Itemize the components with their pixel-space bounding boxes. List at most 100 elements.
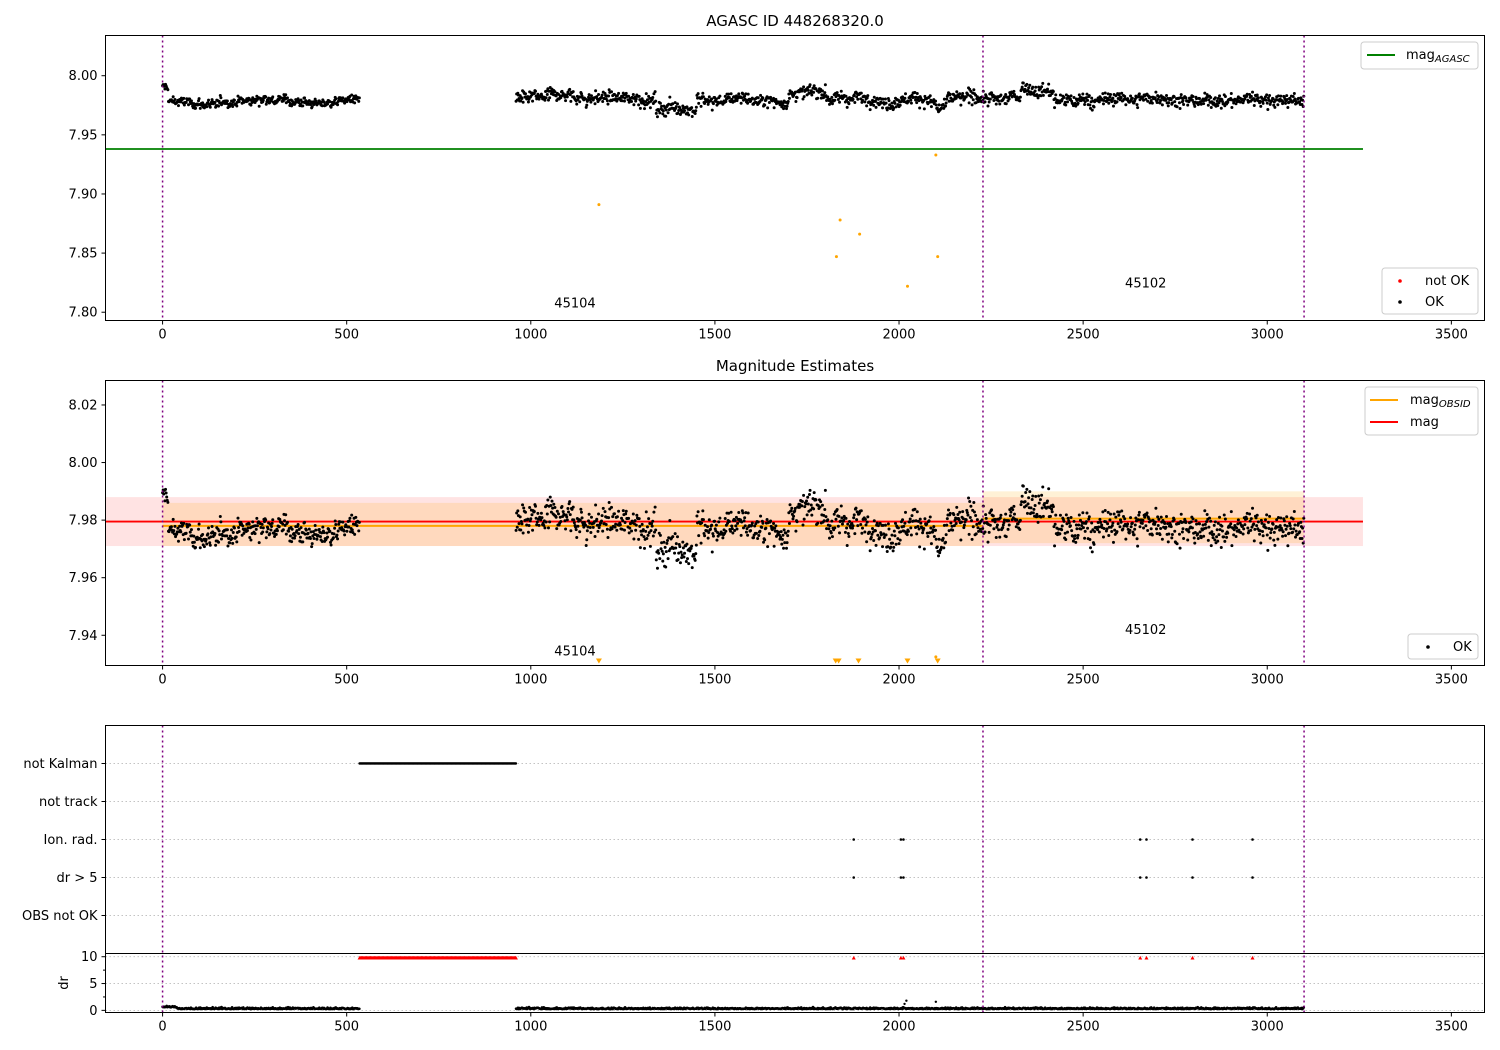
ok-point (1276, 103, 1280, 107)
ok-point (1252, 539, 1256, 543)
ok-point (832, 512, 836, 516)
magnitude-legend-bottom: OK (1407, 633, 1479, 660)
ok-point (914, 519, 918, 523)
ok-point (1058, 532, 1062, 536)
ok-point (793, 509, 797, 513)
ok-point (579, 92, 583, 96)
ok-point (735, 527, 739, 531)
ok-point (959, 538, 963, 542)
ok-point (1035, 94, 1039, 98)
ok-point (787, 96, 791, 100)
ok-point (189, 528, 193, 532)
ok-point (293, 534, 297, 538)
ok-point (750, 521, 754, 525)
ok-point (844, 516, 848, 520)
ok-point (761, 521, 765, 525)
ok-point (634, 97, 638, 101)
ok-point (868, 530, 872, 534)
ok-point (1073, 534, 1077, 538)
ok-point (1012, 512, 1016, 516)
ok-point (904, 92, 908, 96)
ok-point (711, 532, 715, 536)
ok-point (668, 518, 672, 522)
ok-point (1004, 93, 1008, 97)
ok-point (1254, 516, 1258, 520)
ok-point (696, 92, 700, 96)
ok-point (802, 85, 806, 89)
ok-point (1088, 103, 1092, 107)
ok-point (1090, 96, 1094, 100)
ok-point (208, 541, 212, 545)
ok-point (1029, 506, 1033, 510)
ok-point (1201, 523, 1205, 527)
ok-point (913, 91, 917, 95)
ok-point (1011, 508, 1015, 512)
ok-point (553, 505, 557, 509)
ok-point (961, 91, 965, 95)
ok-point (534, 504, 538, 508)
ok-point (606, 102, 610, 106)
ok-point (737, 92, 741, 96)
ok-point (1209, 105, 1213, 109)
ok-point (173, 98, 177, 102)
ok-point (563, 519, 567, 523)
ok-point (1271, 97, 1275, 101)
ok-point (264, 536, 268, 540)
ok-point (543, 98, 547, 102)
ok-point (605, 99, 609, 103)
ok-point (1159, 98, 1163, 102)
ok-point (572, 521, 576, 525)
ok-point (727, 519, 731, 523)
ok-point (1135, 103, 1139, 107)
ok-point (700, 521, 704, 525)
out-of-range-marker (595, 658, 602, 664)
ok-point (852, 513, 856, 517)
ok-point (1215, 535, 1219, 539)
ok-point (313, 523, 317, 527)
ok-point (859, 91, 863, 95)
ok-point (1012, 504, 1016, 508)
ok-point (1076, 101, 1080, 105)
ok-point (184, 100, 188, 104)
ok-point (1186, 103, 1190, 107)
ok-point (1018, 528, 1022, 532)
ok-point (566, 507, 570, 511)
ok-point (901, 95, 905, 99)
ok-point (1219, 106, 1223, 110)
ok-point (740, 520, 744, 524)
ok-point (908, 520, 912, 524)
ok-point (808, 83, 812, 87)
ok-point (782, 546, 786, 550)
ok-point (192, 102, 196, 106)
ok-point (1092, 542, 1096, 546)
ok-point (884, 533, 888, 537)
dr5-point (902, 876, 905, 879)
ok-point (790, 506, 794, 510)
ok-point (333, 526, 337, 530)
ok-point (929, 542, 933, 546)
ok-point (772, 522, 776, 526)
obsid-label: 45102 (1125, 623, 1166, 638)
ok-point (1034, 85, 1038, 89)
ok-point (1215, 528, 1219, 532)
ok-point (519, 528, 523, 532)
ok-point (903, 521, 907, 525)
ok-point (970, 103, 974, 107)
ok-point (915, 101, 919, 105)
ok-point (780, 542, 784, 546)
ok-point (1172, 518, 1176, 522)
ok-point (571, 505, 575, 509)
ok-point (654, 111, 658, 115)
ok-point (644, 510, 648, 514)
ok-point (631, 93, 635, 97)
ok-point (182, 96, 186, 100)
ok-point (163, 499, 167, 503)
ok-point (909, 98, 913, 102)
ok-point (708, 527, 712, 531)
ok-point (683, 109, 687, 113)
ion-rad-point (1191, 838, 1194, 841)
ok-point (929, 526, 933, 530)
ok-point (351, 530, 355, 534)
obsid-label: 45104 (554, 296, 595, 311)
ok-point (809, 503, 813, 507)
